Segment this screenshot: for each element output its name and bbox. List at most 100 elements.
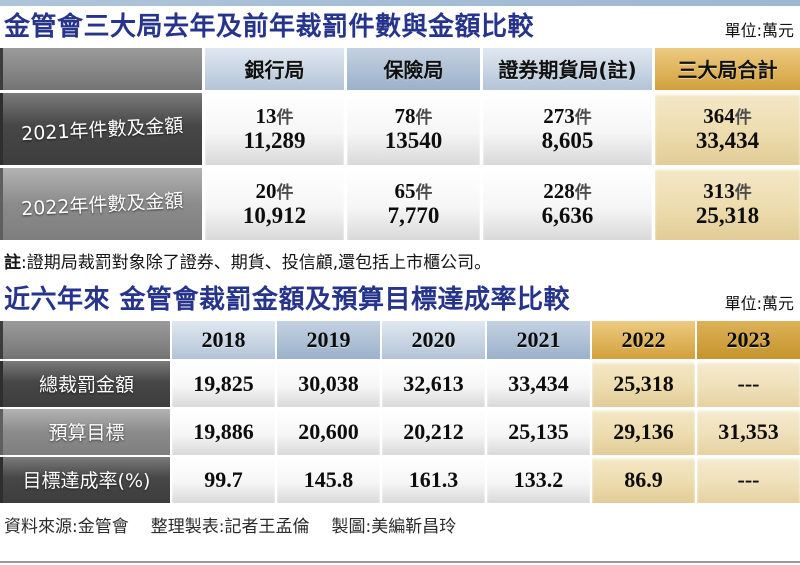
table1-row-2021-label-text: 2021年件數及金額 — [20, 115, 185, 146]
table2-unit-label: 單位:萬元 — [724, 293, 794, 313]
table1-row-2021-label: 2021年件數及金額 — [0, 92, 202, 165]
table2-cell-penalty-2022: 25,318 — [592, 360, 695, 407]
value: 29,136 — [613, 418, 674, 444]
table2-row-total-penalty-label: 總裁罰金額 — [0, 360, 170, 407]
table2-cell-budget-2019: 20,600 — [277, 408, 380, 455]
count-suffix: 件 — [734, 182, 752, 203]
count-value: 13 — [255, 103, 277, 128]
value: 19,886 — [193, 418, 254, 444]
table2-cell-rate-2022: 86.9 — [592, 456, 695, 503]
count-suffix: 件 — [276, 182, 294, 203]
table2-cell-rate-2021: 133.2 — [487, 456, 590, 503]
table1-col-three-bureau-total: 三大局合計 — [655, 47, 800, 90]
table1-cell-2022-securities: 228件 6,636 — [483, 167, 652, 240]
value: 145.8 — [303, 466, 354, 492]
count-value: 78 — [394, 103, 416, 128]
table1-header: 金管會三大局去年及前年裁罰件數與金額比較 單位:萬元 — [0, 6, 800, 48]
amount-value: 6,636 — [541, 202, 594, 228]
table2-corner-cell — [0, 320, 170, 359]
case-count: 228件 — [543, 178, 592, 203]
value: --- — [737, 466, 760, 492]
table2-cell-penalty-2020: 32,613 — [382, 360, 485, 407]
table1-col-insurance-bureau: 保險局 — [347, 47, 480, 90]
amount-value: 10,912 — [242, 202, 307, 228]
case-count: 364件 — [703, 103, 752, 128]
table2-cell-penalty-2018: 19,825 — [172, 360, 275, 407]
value: 20,600 — [298, 418, 359, 444]
count-suffix: 件 — [734, 107, 752, 128]
table1-col-securities-bureau: 證券期貨局(註) — [483, 47, 652, 90]
table2-cell-budget-2022: 29,136 — [592, 408, 695, 455]
graphic-by-credit: 製圖:美編靳昌玲 — [331, 516, 457, 537]
table2-cell-penalty-2019: 30,038 — [277, 360, 380, 407]
table2-cell-budget-2023: 31,353 — [697, 408, 800, 455]
table1-row-2022-label-text: 2022年件數及金額 — [20, 190, 185, 221]
compiled-by-credit: 整理製表:記者王孟倫 — [150, 516, 310, 537]
table2-cell-budget-2018: 19,886 — [172, 408, 275, 455]
table1-cell-2022-banking: 20件 10,912 — [205, 167, 344, 240]
count-suffix: 件 — [276, 107, 294, 128]
value: 19,825 — [193, 370, 254, 396]
value: --- — [737, 370, 760, 396]
case-count: 20件 — [256, 180, 294, 203]
count-value: 273 — [543, 103, 575, 128]
table2-col-2020: 2020 — [382, 320, 485, 359]
amount-value: 8,605 — [541, 127, 594, 153]
footnote-prefix: 註 — [4, 252, 21, 273]
table2-cell-rate-2020: 161.3 — [382, 456, 485, 503]
count-value: 364 — [703, 103, 735, 128]
count-value: 65 — [394, 178, 416, 203]
table2-cell-rate-2019: 145.8 — [277, 456, 380, 503]
table1-col-banking-bureau: 銀行局 — [205, 47, 344, 90]
amount-value: 25,318 — [695, 202, 760, 228]
table2: 2018 2019 2020 2021 2022 2023 總裁罰金額 19,8… — [0, 320, 800, 503]
value: 20,212 — [403, 418, 464, 444]
table1-row-2022-label: 2022年件數及金額 — [0, 167, 202, 240]
amount-value: 13540 — [384, 127, 443, 153]
amount-value: 11,289 — [243, 127, 306, 153]
table1-corner-cell — [0, 47, 202, 90]
table2-cell-budget-2020: 20,212 — [382, 408, 485, 455]
count-suffix: 件 — [574, 182, 592, 203]
count-value: 228 — [543, 178, 575, 203]
table2-row-achievement-rate-label: 目標達成率(%) — [0, 456, 170, 503]
case-count: 65件 — [394, 178, 433, 203]
table2-cell-rate-2023: --- — [697, 456, 800, 503]
table1-cell-2021-total: 364件 33,434 — [655, 92, 800, 165]
table2-title: 近六年來 金管會裁罰金額及預算目標達成率比較 — [4, 284, 571, 315]
amount-value: 33,434 — [695, 127, 760, 153]
table2-cell-rate-2018: 99.7 — [172, 456, 275, 503]
amount-value: 7,770 — [387, 202, 440, 228]
top-accent-bar — [0, 0, 800, 6]
data-source-credit: 資料來源:金管會 — [4, 516, 129, 537]
footnote-text: :證期局裁罰對象除了證券、期貨、投信顧,還包括上市櫃公司。 — [21, 252, 492, 273]
table2-col-2022: 2022 — [592, 320, 695, 359]
case-count: 273件 — [543, 103, 592, 128]
value: 25,135 — [508, 418, 569, 444]
bottom-divider — [0, 561, 800, 563]
table1-cell-2022-insurance: 65件 7,770 — [347, 167, 480, 240]
value: 99.7 — [204, 466, 243, 492]
case-count: 78件 — [394, 103, 433, 128]
table2-cell-penalty-2023: --- — [697, 360, 800, 407]
table2-col-2018: 2018 — [172, 320, 275, 359]
table2-col-2019: 2019 — [277, 320, 380, 359]
table2-cell-budget-2021: 25,135 — [487, 408, 590, 455]
value: 133.2 — [513, 466, 564, 492]
table1-unit-label: 單位:萬元 — [724, 20, 794, 40]
table2-cell-penalty-2021: 33,434 — [487, 360, 590, 407]
value: 86.9 — [624, 466, 663, 492]
table2-col-2021: 2021 — [487, 320, 590, 359]
value: 30,038 — [298, 370, 359, 396]
table1-cell-2022-total: 313件 25,318 — [655, 167, 800, 240]
table2-header: 近六年來 金管會裁罰金額及預算目標達成率比較 單位:萬元 — [0, 279, 800, 321]
count-suffix: 件 — [415, 107, 433, 128]
value: 25,318 — [613, 370, 674, 396]
table1-footnote: 註:證期局裁罰對象除了證券、期貨、投信顧,還包括上市櫃公司。 — [0, 240, 800, 279]
table2-col-2023: 2023 — [697, 320, 800, 359]
value: 161.3 — [408, 466, 459, 492]
value: 33,434 — [508, 370, 569, 396]
count-value: 313 — [703, 178, 735, 203]
credits-line: 資料來源:金管會 整理製表:記者王孟倫 製圖:美編靳昌玲 — [0, 503, 800, 537]
